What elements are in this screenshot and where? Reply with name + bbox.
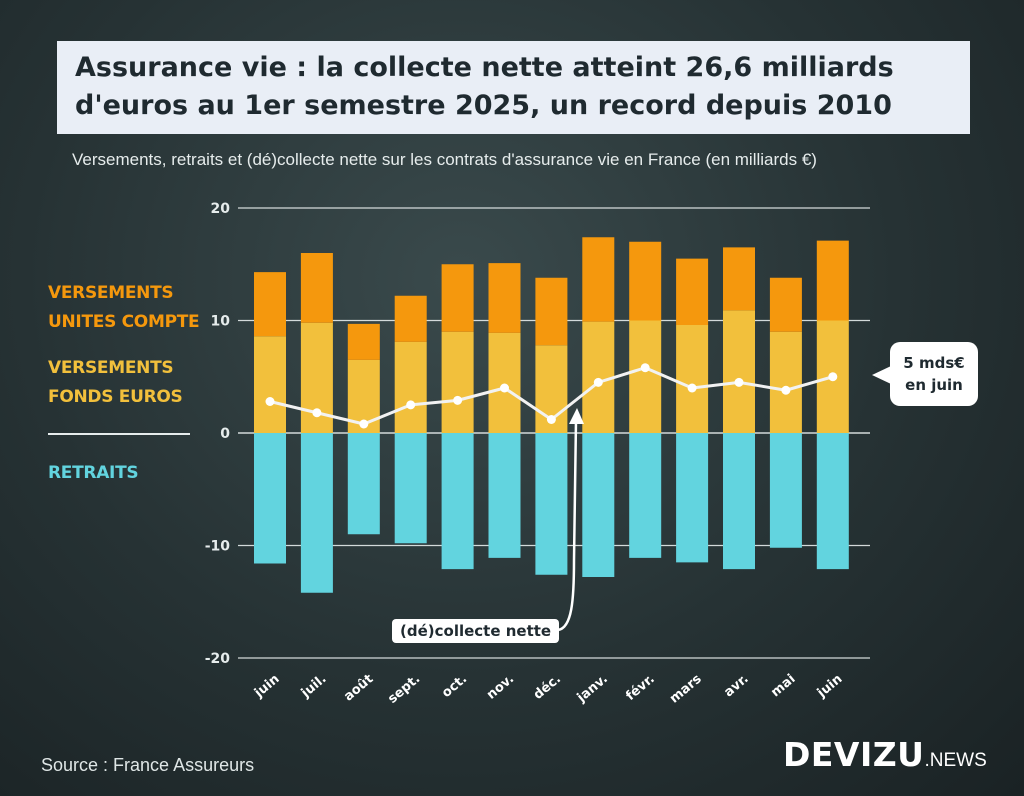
bar-fonds-euros: [723, 310, 755, 433]
bar-fonds-euros: [394, 341, 427, 433]
logo-main: DEVIZU: [783, 735, 925, 774]
bar-retraits: [300, 433, 333, 593]
x-tick-label: févr.: [623, 672, 658, 704]
net-collect-point: [593, 377, 603, 387]
legend-uc-line-1: VERSEMENTS: [48, 283, 174, 303]
x-tick-label: oct.: [439, 672, 470, 701]
bar-fonds-euros: [769, 331, 802, 433]
bar-unites-compte: [254, 272, 286, 337]
bar-fonds-euros: [629, 320, 662, 433]
bar-unites-compte: [488, 263, 521, 333]
x-tick-label: sept.: [385, 672, 423, 707]
bar-retraits: [676, 433, 709, 563]
x-tick-label: avr.: [721, 672, 751, 701]
bar-retraits: [254, 433, 286, 564]
net-collect-point: [500, 383, 509, 393]
x-tick-label: janv.: [574, 672, 611, 707]
bar-fonds-euros: [441, 331, 474, 433]
brand-logo: DEVIZU.NEWS: [783, 735, 987, 774]
y-tick-label: 20: [211, 201, 231, 217]
title-line-1: Assurance vie : la collecte nette attein…: [75, 52, 894, 83]
chart-title: Assurance vie : la collecte nette attein…: [57, 41, 970, 134]
bar-retraits: [488, 433, 521, 558]
x-tick-label: juin: [251, 672, 282, 702]
callout-line-1: 5 mds€: [903, 354, 965, 372]
legend-euro-line-1: VERSEMENTS: [48, 358, 174, 378]
net-collect-arrow: [557, 419, 578, 632]
bar-retraits: [394, 433, 427, 544]
bar-retraits: [441, 433, 474, 570]
legend-versements-fonds-euros: VERSEMENTS FONDS EUROS: [48, 354, 183, 412]
x-tick-label: déc.: [531, 672, 564, 703]
x-tick-label: août: [341, 672, 376, 705]
x-tick-label: juin: [814, 672, 845, 702]
net-collect-point: [453, 395, 463, 405]
bar-retraits: [816, 433, 849, 570]
x-tick-label: mai: [768, 672, 798, 701]
bar-fonds-euros: [254, 336, 286, 433]
net-collect-point: [406, 400, 416, 410]
bar-unites-compte: [723, 247, 755, 311]
net-collect-point: [828, 372, 838, 382]
bar-unites-compte: [816, 240, 849, 321]
bar-unites-compte: [394, 295, 427, 342]
legend-versements-uc: VERSEMENTS UNITES COMPTE: [48, 279, 200, 337]
bar-fonds-euros: [488, 332, 521, 433]
net-collect-label: (dé)collecte nette: [392, 619, 560, 643]
net-collect-point: [640, 363, 650, 373]
bar-retraits: [769, 433, 802, 548]
bar-retraits: [535, 433, 568, 575]
callout-line-2: en juin: [905, 376, 963, 394]
bar-unites-compte: [535, 277, 568, 346]
net-collect-point: [265, 397, 275, 406]
x-tick-label: nov.: [484, 672, 517, 703]
net-collect-point: [546, 415, 556, 424]
bar-unites-compte: [300, 253, 333, 323]
net-collect-point: [687, 383, 697, 393]
y-tick-label: 0: [220, 426, 230, 442]
x-tick-label: mars: [667, 671, 705, 706]
bar-retraits: [629, 433, 662, 558]
bar-unites-compte: [582, 237, 615, 322]
net-collect-point: [734, 377, 744, 387]
net-collect-point: [781, 385, 791, 395]
legend-separator: [48, 433, 190, 435]
bar-unites-compte: [347, 323, 380, 360]
bar-unites-compte: [769, 277, 802, 332]
y-tick-label: -10: [205, 539, 231, 555]
bar-retraits: [723, 433, 755, 570]
net-collect-point: [312, 408, 322, 418]
legend-retraits: RETRAITS: [48, 463, 139, 483]
y-tick-label: 10: [211, 314, 231, 330]
chart-subtitle: Versements, retraits et (dé)collecte net…: [72, 150, 817, 169]
bar-unites-compte: [676, 258, 709, 325]
title-line-2: d'euros au 1er semestre 2025, un record …: [75, 90, 892, 121]
legend-uc-line-2: UNITES COMPTE: [48, 312, 200, 332]
legend-euro-line-2: FONDS EUROS: [48, 387, 183, 407]
net-collect-point: [359, 419, 369, 429]
bar-retraits: [347, 433, 380, 535]
net-collect-arrowhead: [569, 408, 584, 424]
source-note: Source : France Assureurs: [41, 755, 255, 775]
callout-june: 5 mds€ en juin: [890, 342, 978, 406]
callout-pointer: [872, 366, 891, 384]
bar-fonds-euros: [676, 325, 709, 433]
logo-suffix: .NEWS: [924, 750, 987, 771]
bar-fonds-euros: [582, 321, 615, 433]
bar-unites-compte: [629, 241, 662, 321]
bar-unites-compte: [441, 264, 474, 332]
bar-retraits: [582, 433, 615, 577]
x-tick-label: juil.: [298, 672, 330, 702]
y-tick-label: -20: [205, 651, 231, 667]
